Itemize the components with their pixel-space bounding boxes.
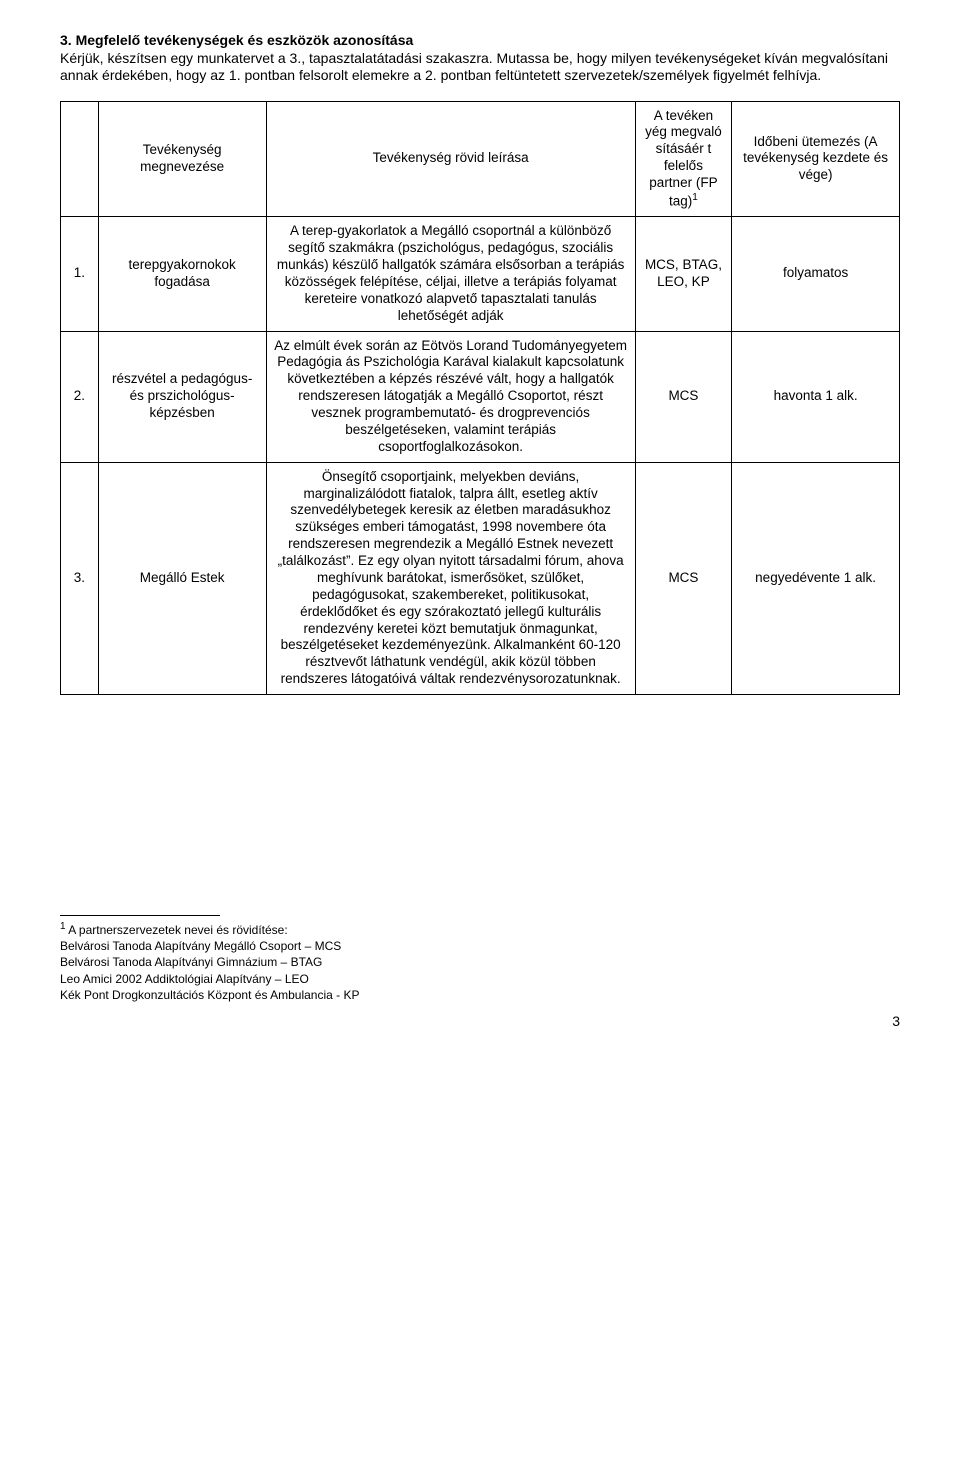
- row-num: 3.: [61, 462, 99, 694]
- section-header: 3. Megfelelő tevékenységek és eszközök a…: [60, 32, 900, 50]
- footnote-block: 1 A partnerszervezetek nevei és rövidíté…: [60, 920, 900, 1003]
- table-row: 2. részvétel a pedagógus- és prszichológ…: [61, 331, 900, 462]
- footnote-separator: [60, 915, 220, 916]
- row-name: részvétel a pedagógus- és prszichológus-…: [98, 331, 266, 462]
- header-blank: [61, 101, 99, 217]
- section-title: Megfelelő tevékenységek és eszközök azon…: [76, 32, 414, 48]
- row-partner: MCS, BTAG, LEO, KP: [635, 217, 731, 331]
- header-timing: Időbeni ütemezés (A tevékenység kezdete …: [732, 101, 900, 217]
- section-number: 3.: [60, 32, 72, 48]
- row-timing: havonta 1 alk.: [732, 331, 900, 462]
- row-desc: Önsegítő csoportjaink, melyekben deviáns…: [266, 462, 635, 694]
- header-desc: Tevékenység rövid leírása: [266, 101, 635, 217]
- header-name: Tevékenység megnevezése: [98, 101, 266, 217]
- row-name: terepgyakornokok fogadása: [98, 217, 266, 331]
- footnote-line: Leo Amici 2002 Addiktológiai Alapítvány …: [60, 972, 309, 986]
- page-number: 3: [60, 1013, 900, 1031]
- header-partner-text: A tevéken yég megvaló sításáér t felelős…: [645, 108, 722, 209]
- row-desc: A terep-gyakorlatok a Megálló csoportnál…: [266, 217, 635, 331]
- row-timing: negyedévente 1 alk.: [732, 462, 900, 694]
- footnote-marker: 1: [60, 921, 66, 932]
- footnote-lead: A partnerszervezetek nevei és rövidítése…: [68, 923, 287, 937]
- footnote-line: Belvárosi Tanoda Alapítvány Megálló Csop…: [60, 939, 341, 953]
- table-row: 3. Megálló Estek Önsegítő csoportjaink, …: [61, 462, 900, 694]
- row-partner: MCS: [635, 331, 731, 462]
- footnote-line: Belvárosi Tanoda Alapítványi Gimnázium –…: [60, 955, 322, 969]
- table-header-row: Tevékenység megnevezése Tevékenység rövi…: [61, 101, 900, 217]
- row-desc: Az elmúlt évek során az Eötvös Lorand Tu…: [266, 331, 635, 462]
- footnote-line: Kék Pont Drogkonzultációs Központ és Amb…: [60, 988, 360, 1002]
- row-num: 2.: [61, 331, 99, 462]
- row-num: 1.: [61, 217, 99, 331]
- table-row: 1. terepgyakornokok fogadása A terep-gya…: [61, 217, 900, 331]
- row-partner: MCS: [635, 462, 731, 694]
- activities-table: Tevékenység megnevezése Tevékenység rövi…: [60, 101, 900, 696]
- header-partner: A tevéken yég megvaló sításáér t felelős…: [635, 101, 731, 217]
- row-name: Megálló Estek: [98, 462, 266, 694]
- row-timing: folyamatos: [732, 217, 900, 331]
- section-intro: Kérjük, készítsen egy munkatervet a 3., …: [60, 50, 900, 85]
- header-partner-sup: 1: [692, 192, 698, 203]
